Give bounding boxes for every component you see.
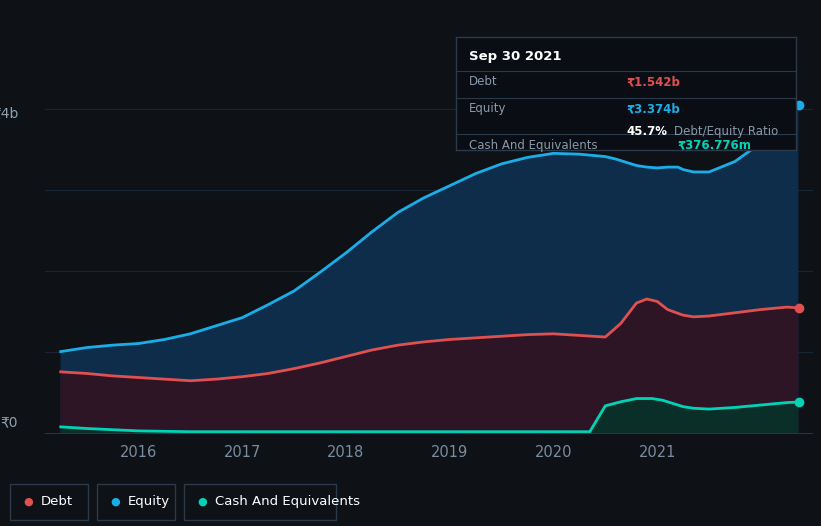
Text: Sep 30 2021: Sep 30 2021: [470, 50, 562, 64]
Text: ●: ●: [110, 497, 120, 507]
Text: Cash And Equivalents: Cash And Equivalents: [470, 138, 598, 151]
Text: ₹3.374b: ₹3.374b: [626, 103, 680, 115]
Text: Debt: Debt: [470, 75, 498, 88]
Text: ₹0: ₹0: [1, 415, 18, 429]
Text: 45.7%: 45.7%: [626, 125, 667, 138]
Text: Debt/Equity Ratio: Debt/Equity Ratio: [674, 125, 778, 138]
Text: ₹376.776m: ₹376.776m: [677, 138, 751, 151]
Text: ₹1.542b: ₹1.542b: [626, 75, 680, 88]
Text: ●: ●: [197, 497, 207, 507]
Text: Equity: Equity: [470, 103, 507, 115]
Text: Equity: Equity: [128, 495, 170, 508]
Text: ₹4b: ₹4b: [0, 106, 18, 120]
Text: Debt: Debt: [41, 495, 73, 508]
Text: Cash And Equivalents: Cash And Equivalents: [215, 495, 360, 508]
Text: ●: ●: [23, 497, 33, 507]
